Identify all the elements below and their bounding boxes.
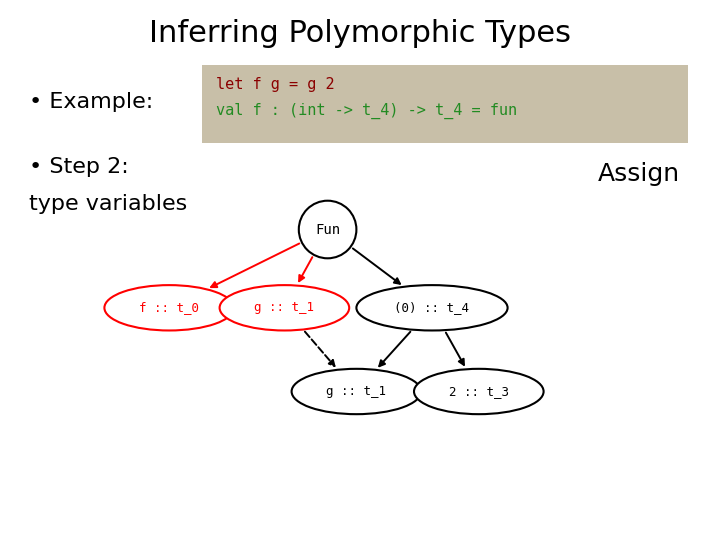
FancyArrowPatch shape — [379, 332, 410, 366]
FancyArrowPatch shape — [446, 333, 464, 365]
FancyArrowPatch shape — [305, 332, 335, 366]
Text: type variables: type variables — [29, 194, 187, 214]
Text: • Step 2:: • Step 2: — [29, 157, 129, 177]
Text: val f : (int -> t_4) -> t_4 = fun: val f : (int -> t_4) -> t_4 = fun — [216, 103, 517, 119]
FancyBboxPatch shape — [202, 65, 688, 143]
Ellipse shape — [220, 285, 349, 330]
FancyArrowPatch shape — [299, 257, 312, 281]
Text: (0) :: t_4: (0) :: t_4 — [395, 301, 469, 314]
Ellipse shape — [299, 201, 356, 258]
Text: g :: t_1: g :: t_1 — [254, 301, 315, 314]
Text: let f g = g 2: let f g = g 2 — [216, 77, 335, 92]
Ellipse shape — [104, 285, 234, 330]
Text: 2 :: t_3: 2 :: t_3 — [449, 385, 509, 398]
Ellipse shape — [414, 369, 544, 414]
FancyArrowPatch shape — [353, 248, 400, 284]
Text: g :: t_1: g :: t_1 — [326, 385, 387, 398]
Text: f :: t_0: f :: t_0 — [139, 301, 199, 314]
Text: Inferring Polymorphic Types: Inferring Polymorphic Types — [149, 19, 571, 48]
Text: Fun: Fun — [315, 222, 340, 237]
Ellipse shape — [356, 285, 508, 330]
Text: Assign: Assign — [598, 162, 680, 186]
Text: • Example:: • Example: — [29, 92, 153, 112]
FancyArrowPatch shape — [211, 244, 300, 287]
Ellipse shape — [292, 369, 421, 414]
